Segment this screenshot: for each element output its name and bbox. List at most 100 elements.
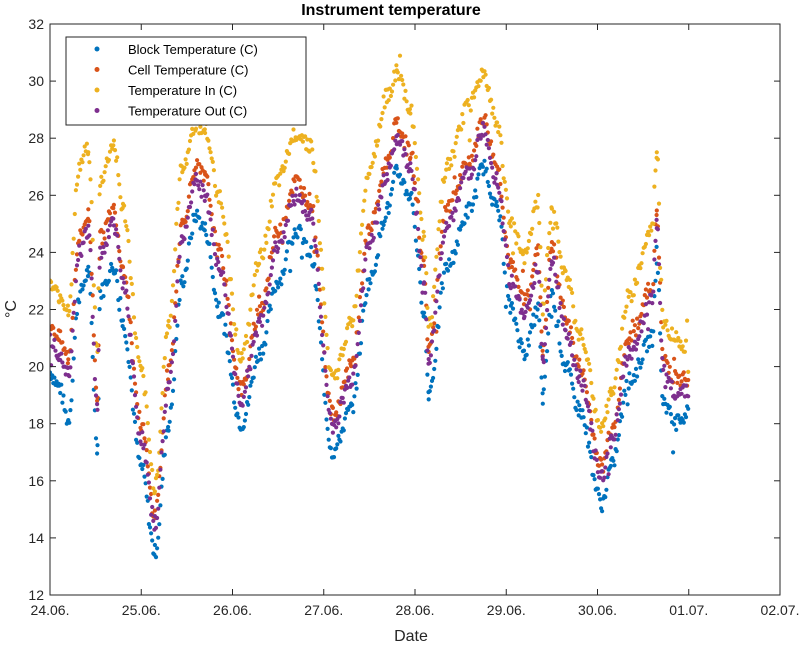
data-point xyxy=(595,418,601,423)
data-point xyxy=(264,300,269,306)
data-point xyxy=(60,340,65,345)
data-point xyxy=(144,460,149,465)
data-point xyxy=(491,152,496,157)
legend-label: Block Temperature (C) xyxy=(128,42,258,57)
data-point xyxy=(557,250,562,255)
data-point xyxy=(126,238,131,244)
data-point xyxy=(117,249,122,254)
data-point xyxy=(380,226,385,231)
data-point xyxy=(297,223,302,228)
data-point xyxy=(230,382,236,387)
data-point xyxy=(591,473,596,478)
data-point xyxy=(199,224,204,229)
data-point xyxy=(591,396,596,401)
data-point xyxy=(341,346,346,352)
data-point xyxy=(251,339,256,344)
data-point xyxy=(482,158,487,163)
data-point xyxy=(387,86,392,91)
data-point xyxy=(606,472,611,477)
data-point xyxy=(146,480,151,485)
data-point xyxy=(500,221,505,226)
data-point xyxy=(80,232,85,237)
data-point xyxy=(662,363,667,368)
data-point xyxy=(207,241,212,246)
data-point xyxy=(312,262,317,267)
data-point xyxy=(663,353,668,359)
data-point xyxy=(655,157,661,162)
data-point xyxy=(516,234,521,239)
data-point xyxy=(331,455,337,460)
data-point xyxy=(122,203,127,208)
data-point xyxy=(646,229,651,234)
data-point xyxy=(258,357,264,362)
data-point xyxy=(298,185,303,190)
data-point xyxy=(656,201,662,206)
data-point xyxy=(546,245,551,251)
data-point xyxy=(623,309,628,314)
data-point xyxy=(567,367,573,372)
data-point xyxy=(314,287,319,292)
data-point xyxy=(561,304,567,310)
data-point xyxy=(290,241,295,246)
data-point xyxy=(490,111,495,116)
data-point xyxy=(323,365,328,370)
data-point xyxy=(269,204,274,209)
data-point xyxy=(77,238,82,243)
data-point xyxy=(263,342,268,347)
data-point xyxy=(541,360,546,365)
data-point xyxy=(540,401,545,406)
data-point xyxy=(264,330,269,335)
data-point xyxy=(269,265,274,270)
data-point xyxy=(257,304,262,309)
data-point xyxy=(79,253,84,258)
data-point xyxy=(105,228,110,233)
data-point xyxy=(439,251,444,256)
data-point xyxy=(93,436,99,441)
data-point xyxy=(276,285,281,290)
data-point xyxy=(86,207,91,212)
data-point xyxy=(60,298,65,303)
data-point xyxy=(592,436,597,441)
data-point xyxy=(517,297,522,302)
data-point xyxy=(131,366,137,371)
data-point xyxy=(159,406,164,411)
data-point xyxy=(311,221,316,226)
data-point xyxy=(608,386,613,391)
data-point xyxy=(116,173,121,178)
data-point xyxy=(261,313,266,318)
data-point xyxy=(221,312,226,317)
data-point xyxy=(482,69,487,74)
data-point xyxy=(382,219,387,224)
data-point xyxy=(342,379,347,384)
data-point xyxy=(102,236,107,241)
data-point xyxy=(518,337,523,342)
data-point xyxy=(593,407,598,412)
data-point xyxy=(248,307,253,312)
data-point xyxy=(143,390,148,395)
data-point xyxy=(503,304,508,309)
data-point xyxy=(453,141,458,146)
data-point xyxy=(149,512,154,517)
data-point xyxy=(267,303,272,308)
data-point xyxy=(583,350,588,355)
data-point xyxy=(585,404,591,409)
data-point xyxy=(621,374,626,379)
data-point xyxy=(141,373,146,379)
data-point xyxy=(122,280,127,285)
data-point xyxy=(358,231,364,236)
data-point xyxy=(623,392,628,397)
data-point xyxy=(281,271,286,276)
data-point xyxy=(275,249,280,254)
data-point xyxy=(409,168,414,173)
data-point xyxy=(132,393,138,398)
data-point xyxy=(234,366,239,371)
data-point xyxy=(175,206,180,211)
data-point xyxy=(486,183,491,189)
data-point xyxy=(131,315,137,320)
data-point xyxy=(103,164,108,169)
data-point xyxy=(543,277,549,282)
data-point xyxy=(166,318,171,324)
data-point xyxy=(453,251,458,256)
data-point xyxy=(156,535,161,540)
data-point xyxy=(445,202,451,207)
